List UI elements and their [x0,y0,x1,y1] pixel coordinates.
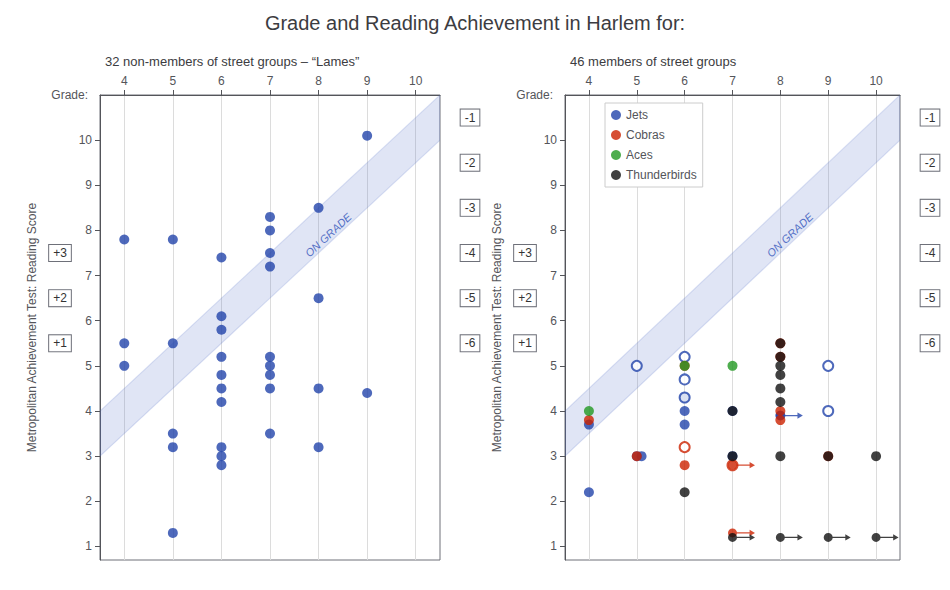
svg-text:8: 8 [315,74,322,88]
svg-text:2: 2 [85,494,92,508]
svg-text:Grade:: Grade: [516,88,553,102]
svg-text:Thunderbirds: Thunderbirds [626,168,697,182]
svg-text:32 non-members of street group: 32 non-members of street groups – “Lames… [105,54,359,69]
svg-text:5: 5 [633,74,640,88]
svg-text:-4: -4 [465,246,476,260]
svg-text:1: 1 [550,539,557,553]
svg-text:3: 3 [85,449,92,463]
svg-text:1: 1 [85,539,92,553]
svg-text:+3: +3 [53,246,67,260]
svg-text:10: 10 [544,133,558,147]
svg-text:-6: -6 [925,336,936,350]
svg-text:10: 10 [869,74,883,88]
svg-text:2: 2 [550,494,557,508]
svg-text:-1: -1 [465,111,476,125]
svg-text:10: 10 [409,74,423,88]
svg-text:6: 6 [85,314,92,328]
svg-text:Metropolitan Achievement Test:: Metropolitan Achievement Test: Reading S… [25,203,39,453]
svg-text:ON GRADE: ON GRADE [303,210,355,259]
svg-text:+2: +2 [518,291,532,305]
svg-text:Aces: Aces [626,148,653,162]
svg-text:Metropolitan Achievement Test:: Metropolitan Achievement Test: Reading S… [490,203,504,453]
svg-text:7: 7 [267,74,274,88]
svg-text:-4: -4 [925,246,936,260]
svg-text:9: 9 [364,74,371,88]
svg-text:10: 10 [79,133,93,147]
svg-text:Grade and Reading Achievement: Grade and Reading Achievement in Harlem … [265,12,685,34]
svg-text:5: 5 [170,74,177,88]
svg-text:ON GRADE: ON GRADE [765,210,816,259]
svg-text:-1: -1 [925,111,936,125]
svg-text:6: 6 [218,74,225,88]
svg-text:9: 9 [85,178,92,192]
svg-text:5: 5 [550,359,557,373]
svg-text:-5: -5 [465,291,476,305]
svg-text:+3: +3 [518,246,532,260]
svg-text:4: 4 [550,404,557,418]
svg-text:6: 6 [681,74,688,88]
svg-text:+2: +2 [53,291,67,305]
svg-text:46 members of street groups: 46 members of street groups [570,54,737,69]
svg-text:8: 8 [777,74,784,88]
svg-text:Jets: Jets [626,108,648,122]
svg-text:3: 3 [550,449,557,463]
svg-text:-2: -2 [925,156,936,170]
svg-text:7: 7 [550,269,557,283]
svg-text:-6: -6 [465,336,476,350]
svg-text:7: 7 [85,269,92,283]
svg-text:7: 7 [729,74,736,88]
svg-text:+1: +1 [53,336,67,350]
svg-text:4: 4 [586,74,593,88]
svg-text:+1: +1 [518,336,532,350]
svg-text:-3: -3 [925,201,936,215]
svg-text:6: 6 [550,314,557,328]
svg-text:8: 8 [550,223,557,237]
svg-text:9: 9 [550,178,557,192]
svg-text:-2: -2 [465,156,476,170]
svg-text:4: 4 [121,74,128,88]
svg-text:9: 9 [825,74,832,88]
svg-text:Grade:: Grade: [51,88,88,102]
svg-text:-5: -5 [925,291,936,305]
svg-text:8: 8 [85,223,92,237]
svg-text:-3: -3 [465,201,476,215]
svg-text:4: 4 [85,404,92,418]
svg-text:Cobras: Cobras [626,128,665,142]
svg-text:5: 5 [85,359,92,373]
